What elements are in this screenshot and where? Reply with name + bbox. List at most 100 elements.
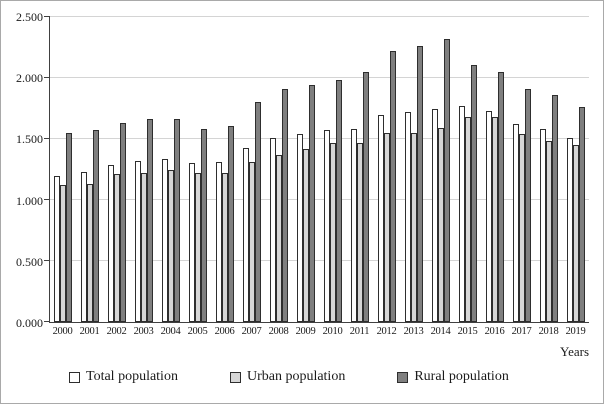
legend-label: Total population	[86, 369, 178, 384]
bar-rural-population-2011	[362, 71, 369, 322]
bar-rural-population-2014	[443, 38, 450, 322]
bar-group-2015	[454, 17, 481, 322]
bar-total-population-2019	[566, 137, 573, 322]
bar-group-2010	[320, 17, 347, 322]
x-axis-tick-label: 2006	[214, 326, 235, 337]
bar-group-2000	[50, 17, 77, 322]
bar-rural-population-2008	[282, 88, 289, 322]
x-axis-tick-label: 2015	[457, 326, 478, 337]
bar-urban-population-2018	[545, 141, 552, 322]
bar-rural-population-2007	[255, 102, 262, 322]
y-axis-tick-label: 2.500	[16, 10, 43, 24]
legend-swatch-icon	[69, 371, 80, 383]
bar-group-2019	[562, 17, 589, 322]
bar-total-population-2011	[350, 129, 357, 322]
bar-total-population-2008	[270, 137, 277, 322]
bar-rural-population-2004	[174, 119, 181, 322]
bar-group-2013	[400, 17, 427, 322]
x-axis-tick-label: 2010	[322, 326, 343, 337]
bar-total-population-2018	[539, 129, 546, 322]
bar-urban-population-2005	[195, 173, 202, 322]
bar-total-population-2000	[54, 175, 61, 322]
bar-urban-population-2004	[168, 169, 175, 322]
bar-total-population-2006	[216, 162, 223, 322]
bar-group-2005	[185, 17, 212, 322]
bar-total-population-2013	[404, 112, 411, 322]
x-axis-tick-label: 2011	[349, 326, 370, 337]
x-axis-tick-label: 2012	[376, 326, 397, 337]
bar-total-population-2015	[458, 106, 465, 322]
bar-urban-population-2012	[383, 132, 390, 322]
bar-group-2018	[535, 17, 562, 322]
bar-urban-population-2010	[330, 142, 336, 322]
y-axis-tick	[44, 138, 50, 139]
x-axis-tick-label: 2017	[511, 326, 532, 337]
bar-group-2012	[373, 17, 400, 322]
bar-urban-population-2000	[60, 185, 67, 322]
x-axis-tick-label: 2018	[538, 326, 559, 337]
legend-label: Rural population	[414, 369, 509, 384]
x-axis-tick-label: 2019	[565, 326, 586, 337]
bar-total-population-2001	[81, 171, 88, 322]
bar-rural-population-2016	[497, 71, 504, 322]
bar-rural-population-2010	[336, 80, 342, 322]
x-axis-tick-label: 2002	[106, 326, 127, 337]
bar-urban-population-2011	[356, 142, 363, 322]
bar-total-population-2014	[431, 108, 438, 322]
y-axis-tick-label: 1.500	[16, 132, 43, 147]
legend-item-rural-population: Rural population	[397, 369, 509, 385]
bar-urban-population-2017	[518, 134, 525, 322]
legend-label: Urban population	[246, 369, 346, 384]
x-axis-tick-label: 2007	[241, 326, 262, 337]
bar-rural-population-2003	[147, 119, 154, 322]
bar-rural-population-2009	[309, 85, 316, 322]
bar-group-2004	[158, 17, 185, 322]
bar-urban-population-2003	[141, 173, 148, 322]
bar-total-population-2016	[485, 110, 492, 322]
gridline	[50, 138, 589, 139]
bar-total-population-2007	[243, 147, 250, 322]
bar-urban-population-2002	[114, 174, 121, 322]
x-axis-labels: 2000 2001 2002 2003 2004 2005 2006 2007 2008 2009…	[49, 326, 589, 337]
x-axis-tick-label: 2009	[295, 326, 316, 337]
bar-urban-population-2013	[410, 132, 417, 322]
x-axis-tick-label: 2016	[484, 326, 505, 337]
legend-item-urban-population: Urban population	[229, 369, 346, 385]
x-axis-tick-label: 2000	[52, 326, 73, 337]
bar-urban-population-2001	[87, 184, 94, 322]
x-axis-tick-label: 2001	[79, 326, 100, 337]
legend-swatch-icon	[229, 371, 241, 383]
gridline	[50, 16, 589, 17]
x-axis-tick-label: 2008	[268, 326, 289, 337]
bar-total-population-2017	[512, 124, 519, 322]
gridline	[50, 199, 589, 200]
bar-group-2001	[77, 17, 104, 322]
bar-urban-population-2019	[572, 145, 579, 322]
bar-urban-population-2006	[222, 173, 229, 322]
y-axis-tick-label: 2.000	[16, 71, 43, 86]
bar-group-2017	[508, 17, 535, 322]
gridline	[50, 260, 589, 261]
bar-urban-population-2015	[464, 117, 471, 322]
bar-group-2007	[239, 17, 266, 322]
bar-rural-population-2000	[66, 132, 73, 322]
bar-rural-population-2006	[228, 125, 235, 322]
x-axis-tick-label: 2004	[160, 326, 181, 337]
bar-group-2009	[293, 17, 320, 322]
y-axis-tick-label: 0.500	[16, 254, 43, 269]
legend-item-total-population: Total population	[69, 369, 178, 385]
bar-group-2016	[481, 17, 508, 322]
y-axis-tick-label: 1.000	[16, 193, 43, 208]
bar-total-population-2012	[377, 114, 384, 322]
bar-rural-population-2018	[551, 95, 558, 322]
bar-rural-population-2005	[201, 129, 208, 322]
bar-group-2014	[427, 17, 454, 322]
bar-urban-population-2009	[303, 148, 310, 322]
legend-swatch-icon	[397, 371, 409, 383]
chart-legend: Total population Urban population Rural po…	[69, 369, 509, 385]
y-axis-tick-label: 0.000	[16, 316, 43, 330]
bar-total-population-2005	[189, 163, 196, 322]
bar-urban-population-2014	[437, 128, 444, 322]
bar-total-population-2009	[297, 134, 304, 322]
